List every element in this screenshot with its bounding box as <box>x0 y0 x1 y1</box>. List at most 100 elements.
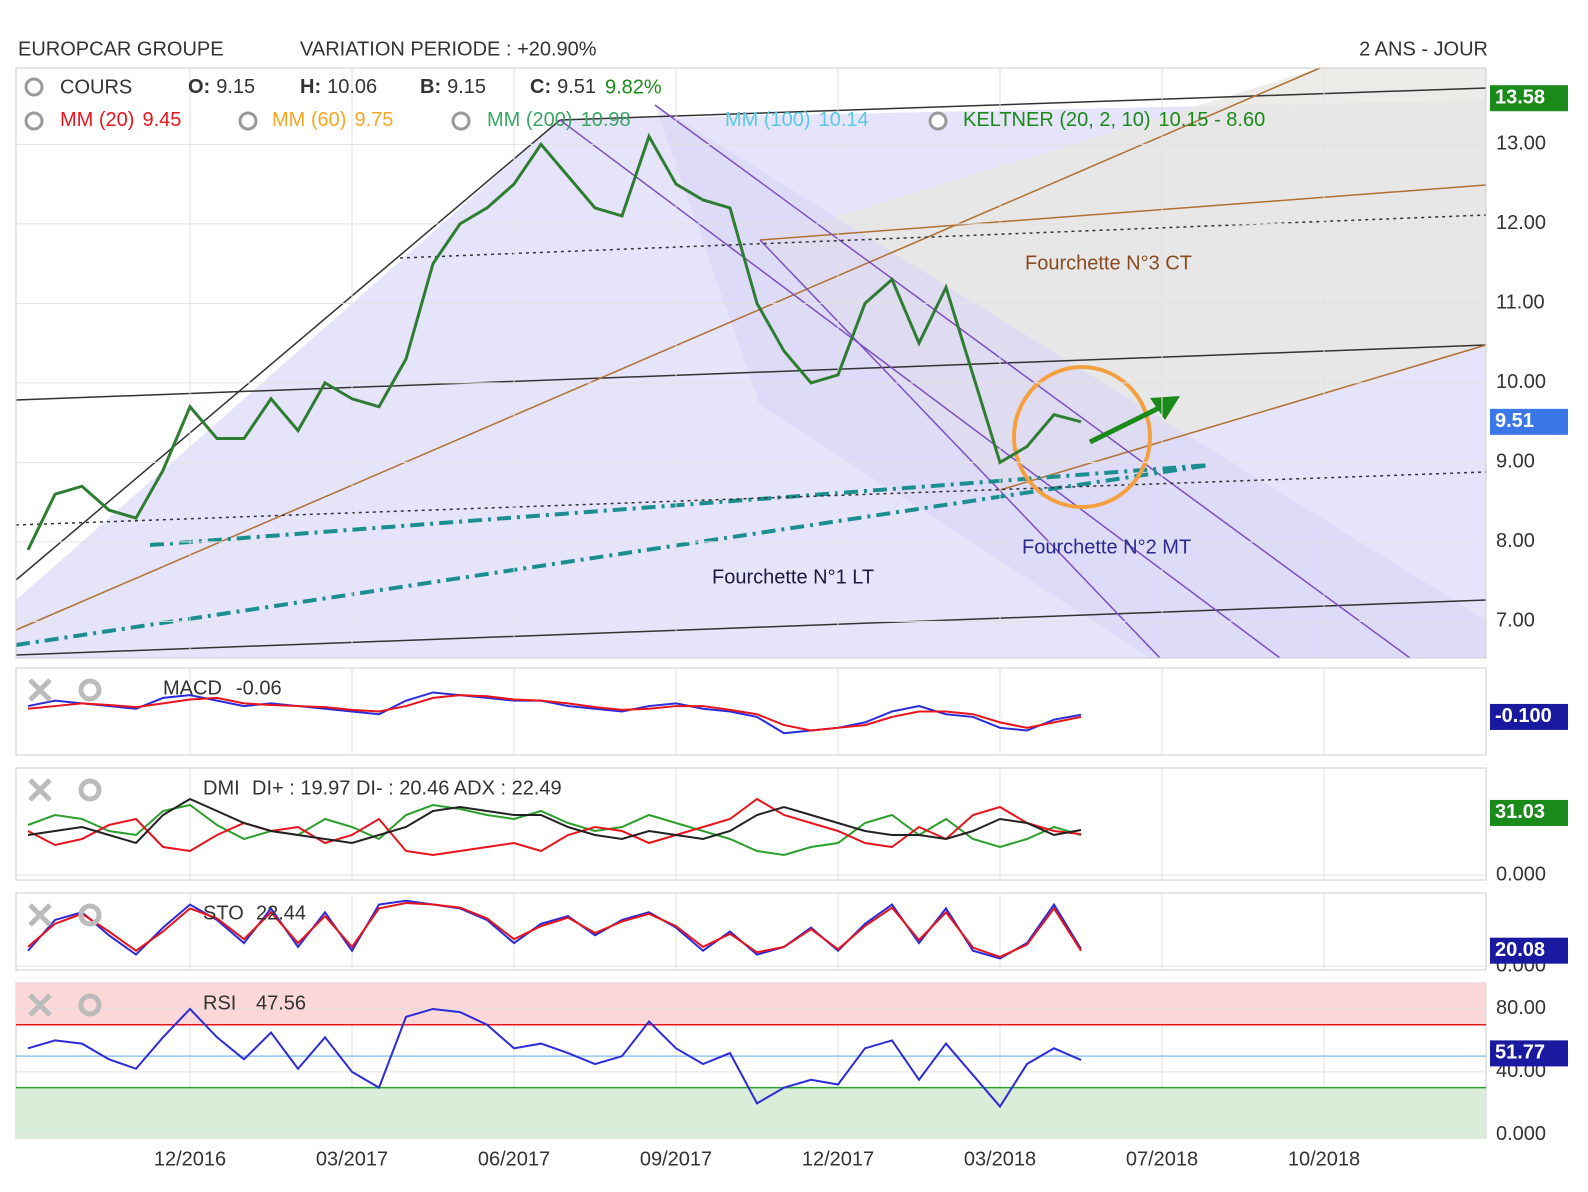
ohlc-label: H: <box>300 76 321 98</box>
series-line <box>26 132 1082 551</box>
change: 9.82% <box>605 76 662 98</box>
gear-icons <box>24 77 948 131</box>
value-tag-label: 13.58 <box>1495 86 1545 108</box>
series-line <box>27 797 1082 857</box>
indicator-value: 10.14 <box>819 109 869 131</box>
x-tick-label: 09/2017 <box>640 1148 712 1170</box>
ohlc-value: 9.15 <box>216 76 255 98</box>
close-icon <box>28 903 52 927</box>
ohlc-item: B: 9.15 <box>420 76 486 98</box>
panel-name: MACD <box>163 677 222 699</box>
ohlc-value: 9.51 <box>557 76 596 98</box>
panel-frame <box>15 767 1487 881</box>
annotation: Fourchette N°1 LT <box>712 566 874 588</box>
panel-frame <box>15 892 1487 971</box>
value-tag-label: 20.08 <box>1495 939 1545 961</box>
fork-area <box>655 105 1486 658</box>
y-tick-label: 7.00 <box>1496 610 1535 632</box>
x-tick-label: 07/2018 <box>1126 1148 1198 1170</box>
panel-value: 47.56 <box>256 992 306 1014</box>
value-tag <box>1490 799 1568 826</box>
ohlc-label: C: <box>530 76 551 98</box>
indicator-name: MM (20) <box>60 109 134 131</box>
y-tick-label: 0.000 <box>1496 863 1546 885</box>
indicator-value: 9.45 <box>142 109 181 131</box>
series-line <box>27 694 1082 732</box>
zone-low <box>16 1087 1486 1138</box>
close-icon <box>28 678 52 702</box>
panel-frame <box>15 667 1487 756</box>
ohlc-label: O: <box>188 76 210 98</box>
x-tick-label: 12/2016 <box>154 1148 226 1170</box>
close-icon <box>28 993 52 1017</box>
value-tag-label: -0.100 <box>1495 705 1552 727</box>
title: EUROPCAR GROUPE <box>18 38 224 60</box>
y-tick-label: 80.00 <box>1496 997 1546 1019</box>
y-tick-label: 0.000 <box>1496 1123 1546 1145</box>
indicator-name: MM (60) <box>272 109 346 131</box>
x-tick-label: 06/2017 <box>478 1148 550 1170</box>
value-tag <box>1490 85 1568 112</box>
variation: VARIATION PERIODE : +20.90% <box>300 38 597 60</box>
annotation: Fourchette N°2 MT <box>1022 536 1191 558</box>
panel-value: DI+ : 19.97 DI- : 20.46 ADX : 22.49 <box>252 777 562 799</box>
series-line <box>27 902 1082 958</box>
ohlc-label: B: <box>420 76 441 98</box>
period: 2 ANS - JOUR <box>1359 38 1488 60</box>
ohlc-value: 9.15 <box>447 76 486 98</box>
ohlc-value: 10.06 <box>327 76 377 98</box>
value-tag <box>1490 408 1568 435</box>
value-tag <box>1490 937 1568 964</box>
series-line <box>27 899 1082 960</box>
y-tick-label: 8.00 <box>1496 530 1535 552</box>
zone-high <box>16 983 1486 1025</box>
legend-name: COURS <box>60 76 132 98</box>
indicator-legend: MM (200) 10.98 <box>487 109 631 131</box>
panel-value: -0.06 <box>236 677 282 699</box>
indicator-legend: MM (60) 9.75 <box>272 109 393 131</box>
ohlc-item: C: 9.51 <box>530 76 596 98</box>
y-tick-label: 13.00 <box>1496 133 1546 155</box>
indicator-legend: MM (20) 9.45 <box>60 109 181 131</box>
value-tag-label: 9.51 <box>1495 410 1534 432</box>
panel-name: STO <box>203 902 244 924</box>
close-icon <box>28 778 52 802</box>
ohlc-item: O: 9.15 <box>188 76 255 98</box>
panel-value: 22.44 <box>256 902 306 924</box>
value-tag <box>1490 703 1568 730</box>
x-tick-label: 03/2017 <box>316 1148 388 1170</box>
series-line <box>27 1007 1082 1109</box>
y-tick-label: 10.00 <box>1496 371 1546 393</box>
indicator-name: MM (100) <box>725 109 811 131</box>
panel-icons <box>28 993 102 1017</box>
panel-icons <box>28 778 102 802</box>
y-tick-label: 11.00 <box>1496 292 1545 314</box>
value-tag <box>1490 1040 1568 1067</box>
settings-icon <box>78 993 102 1017</box>
indicator-value: 10.98 <box>581 109 631 131</box>
settings-icon <box>78 903 102 927</box>
panel-icons <box>28 903 102 927</box>
panel-name: RSI <box>203 992 236 1014</box>
x-tick-label: 03/2018 <box>964 1148 1036 1170</box>
value-tag-label: 51.77 <box>1495 1042 1545 1064</box>
indicator-value: 9.75 <box>354 109 393 131</box>
settings-icon <box>78 678 102 702</box>
trendlines <box>15 67 1487 659</box>
indicator-name: KELTNER (20, 2, 10) <box>963 109 1150 131</box>
value-tag-label: 31.03 <box>1495 801 1545 823</box>
panel-icons <box>28 678 102 702</box>
panel-frame <box>15 67 1487 659</box>
indicator-legend: MM (100) 10.14 <box>725 109 869 131</box>
settings-icon <box>78 778 102 802</box>
x-tick-label: 10/2018 <box>1288 1148 1360 1170</box>
indicator-legend: KELTNER (20, 2, 10) 10.15 - 8.60 <box>963 109 1265 131</box>
y-tick-label: 12.00 <box>1496 212 1546 234</box>
panel-name: DMI <box>203 777 240 799</box>
ohlc-item: H: 10.06 <box>300 76 377 98</box>
indicator-value: 10.15 - 8.60 <box>1158 109 1265 131</box>
series-line <box>27 803 1082 857</box>
annotation: Fourchette N°3 CT <box>1025 252 1192 274</box>
y-tick-label: 9.00 <box>1496 451 1535 473</box>
